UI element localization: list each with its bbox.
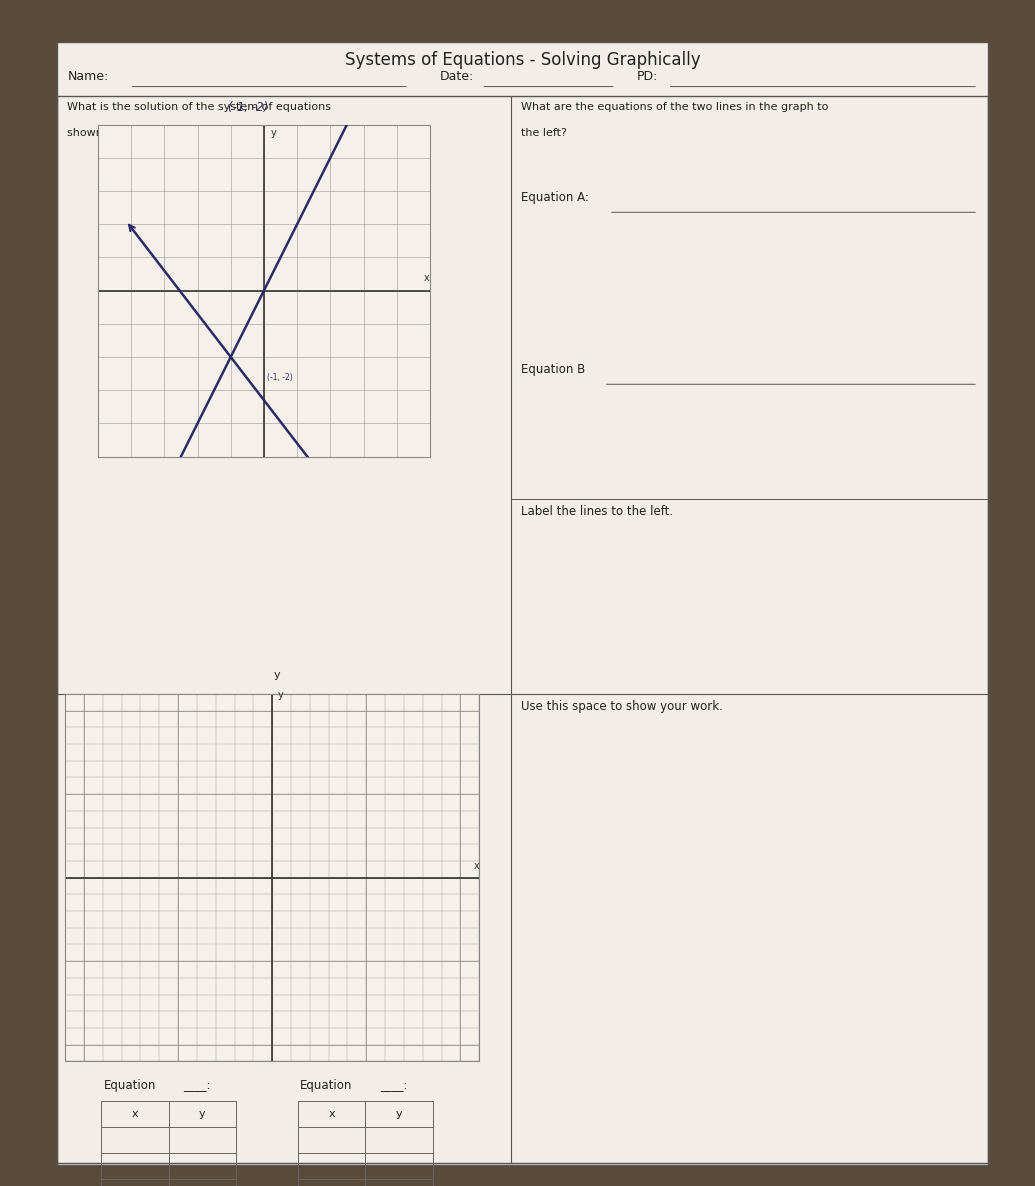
Text: Equation: Equation <box>104 1079 156 1092</box>
Text: y: y <box>274 670 280 680</box>
Text: ____:: ____: <box>380 1079 408 1092</box>
Text: PD:: PD: <box>637 70 658 83</box>
Bar <box>57 42 988 1165</box>
Text: Name:: Name: <box>67 70 109 83</box>
Text: What is the solution of the system of equations: What is the solution of the system of eq… <box>67 102 331 111</box>
Text: Solution:: Solution: <box>67 752 116 761</box>
Text: On the graph below, solve the system of equations: On the graph below, solve the system of … <box>67 700 352 709</box>
Text: Equation A:: Equation A: <box>521 191 589 204</box>
Text: ____:: ____: <box>183 1079 211 1092</box>
Text: What are the equations of the two lines in the graph to: What are the equations of the two lines … <box>521 102 828 111</box>
Text: y: y <box>277 690 284 701</box>
Text: Equation B: Equation B <box>521 363 585 376</box>
Text: x: x <box>423 273 430 282</box>
Text: y: y <box>270 128 276 138</box>
Text: 3x + 2y = 22: 3x + 2y = 22 <box>239 806 328 820</box>
Text: x: x <box>328 1109 335 1118</box>
Text: Date:: Date: <box>440 70 474 83</box>
Text: graphically for x and y. State the solution(s), if any.: graphically for x and y. State the solut… <box>67 726 352 735</box>
Text: (-1, -2): (-1, -2) <box>267 374 293 382</box>
Text: Equation: Equation <box>300 1079 353 1092</box>
Text: Use this space to show your work.: Use this space to show your work. <box>521 700 722 713</box>
Text: x: x <box>474 861 479 872</box>
Text: x: x <box>131 1109 139 1118</box>
Text: y: y <box>199 1109 206 1118</box>
Bar <box>57 96 988 1163</box>
Text: Label the lines to the left.: Label the lines to the left. <box>521 505 673 518</box>
Text: y: y <box>395 1109 403 1118</box>
Text: Systems of Equations - Solving Graphically: Systems of Equations - Solving Graphical… <box>345 51 701 69</box>
Text: shown in the graph below?: shown in the graph below? <box>67 128 217 138</box>
Text: (-1, -2): (-1, -2) <box>228 101 268 114</box>
Text: y: y <box>240 164 246 173</box>
Text: y = 3x + 2: y = 3x + 2 <box>247 780 320 793</box>
Text: the left?: the left? <box>521 128 567 138</box>
